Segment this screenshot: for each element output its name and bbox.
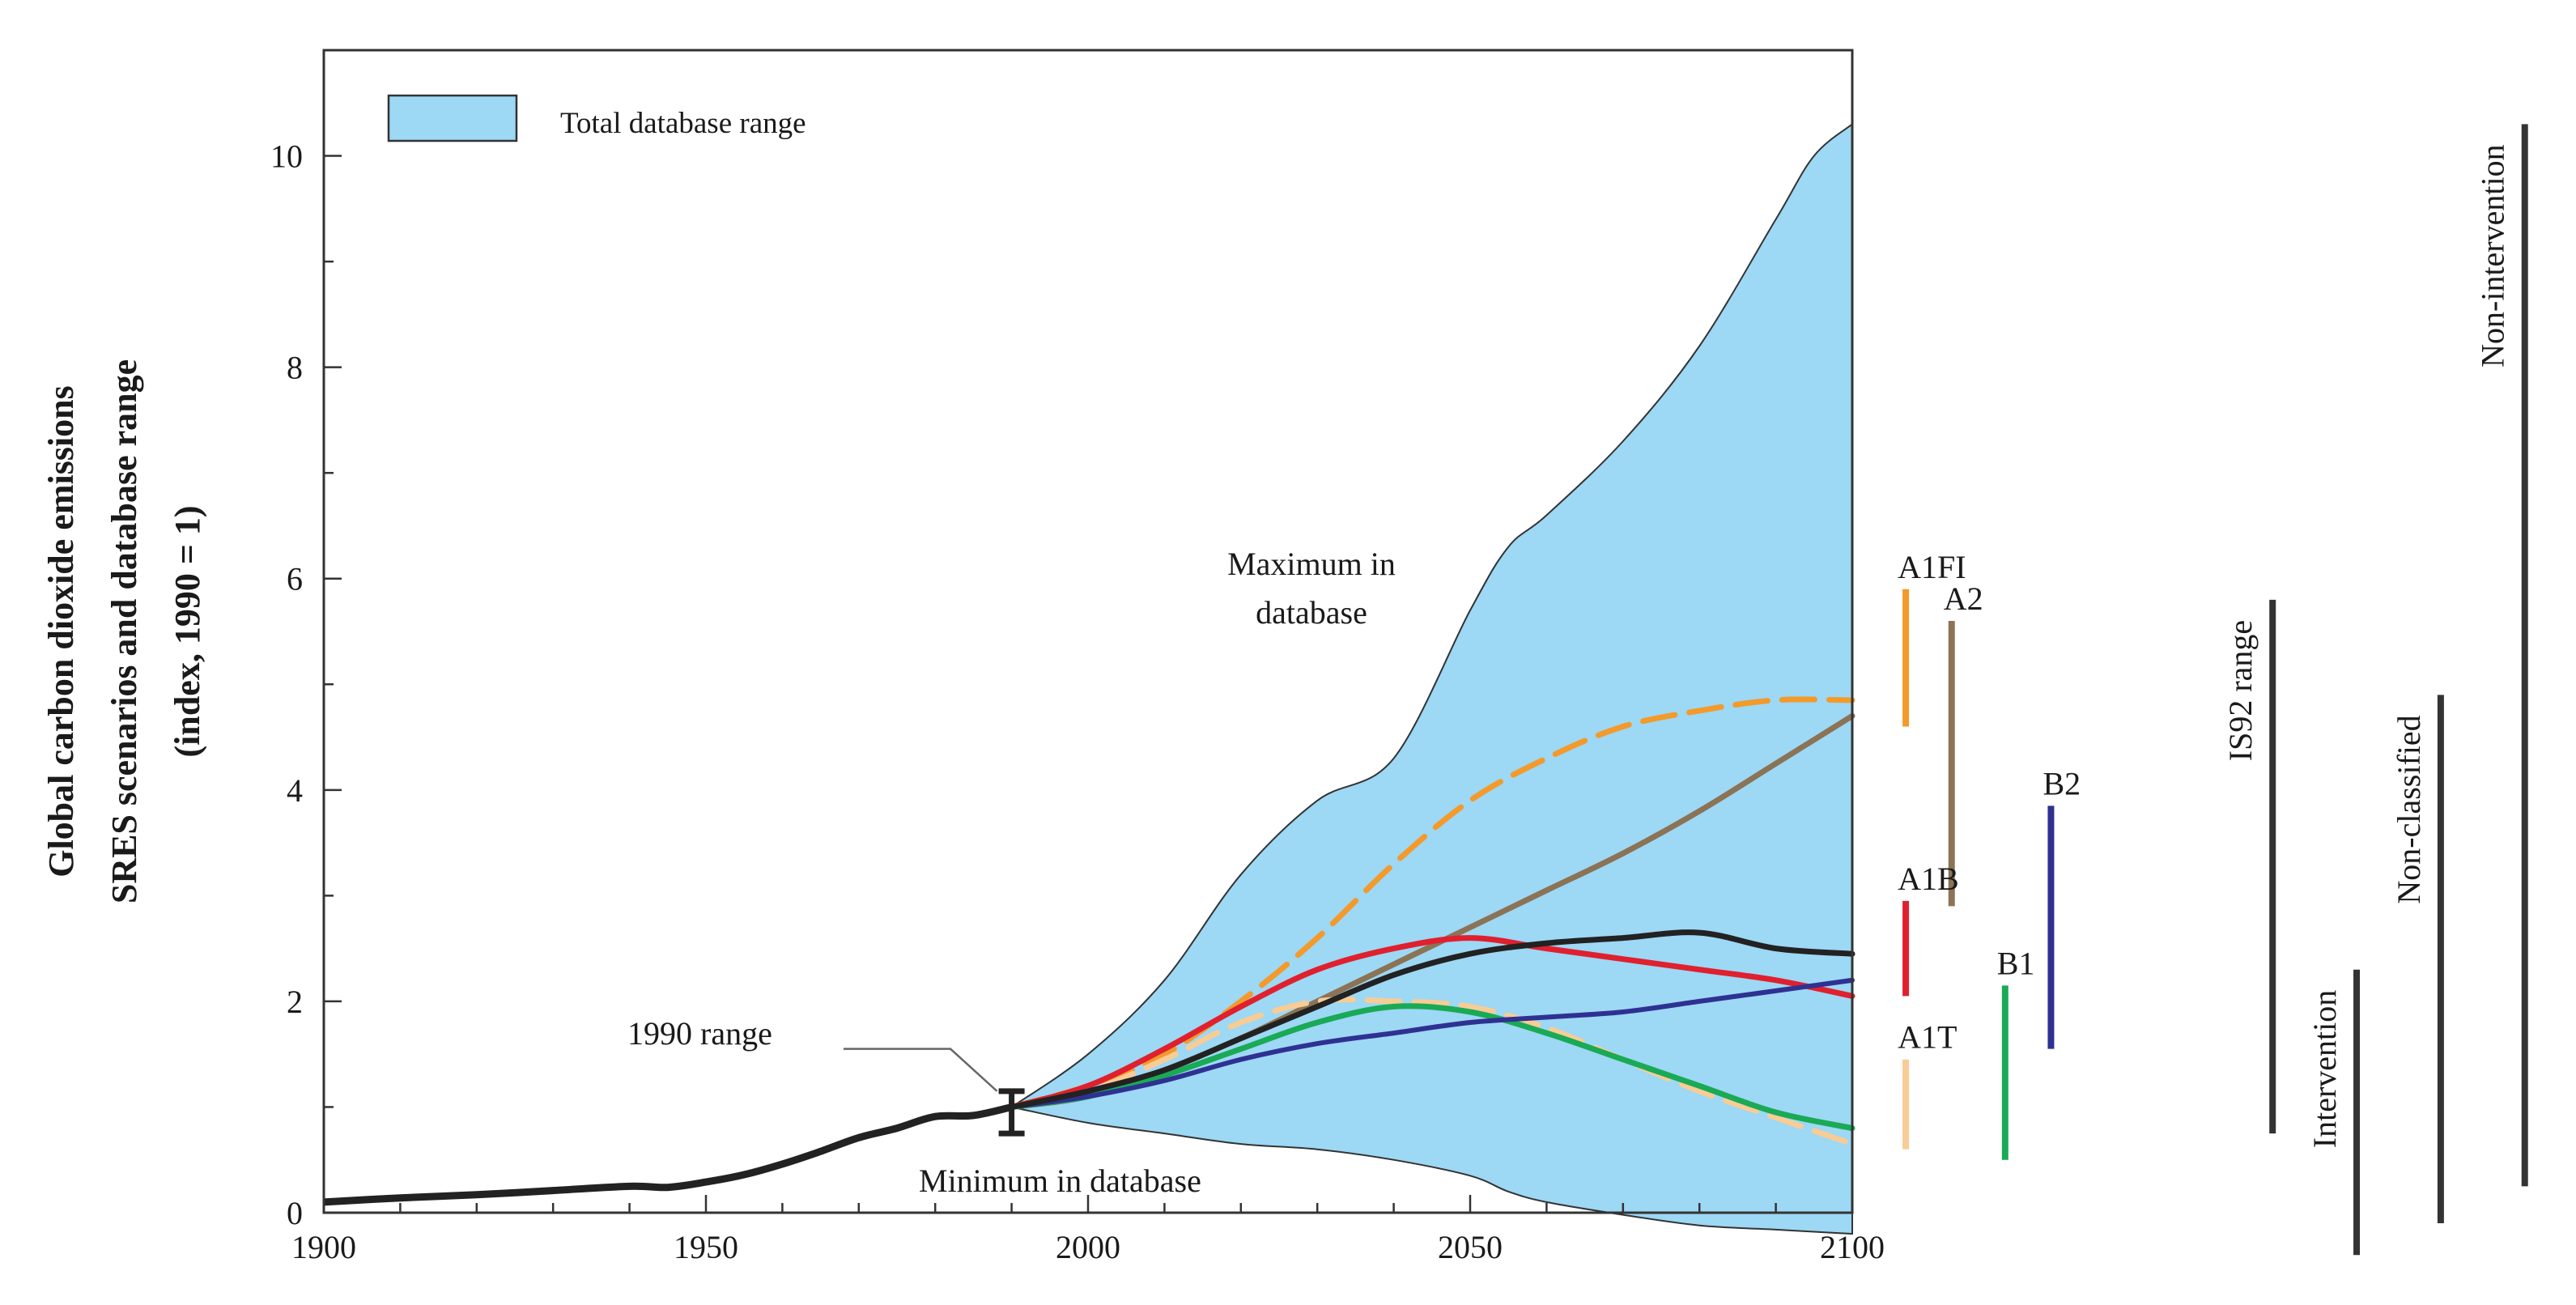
series-line-extra-6 bbox=[1009, 929, 1855, 1110]
scenario-bar-label-a2: A2 bbox=[1944, 580, 1983, 617]
database-bar-label-non-intervention: Non-intervention bbox=[2475, 144, 2511, 368]
series-line-a1t bbox=[1009, 997, 1855, 1147]
series-line-a1b bbox=[1009, 935, 1855, 1110]
scenario-bar-label-a1t: A1T bbox=[1898, 1019, 1957, 1056]
x-tick-label-1900: 1900 bbox=[291, 1229, 356, 1265]
y-tick-label-0: 0 bbox=[287, 1195, 303, 1231]
scenario-bar-label-a1b: A1B bbox=[1898, 861, 1959, 897]
range-1990-errorbar bbox=[998, 1088, 1025, 1137]
y-tick-label-2: 2 bbox=[287, 984, 303, 1020]
annotation-maximum-line-2: database bbox=[1256, 594, 1367, 631]
x-tick-label-1950: 1950 bbox=[674, 1229, 738, 1265]
annotation-minimum: Minimum in database bbox=[919, 1163, 1201, 1199]
legend-swatch bbox=[387, 94, 518, 142]
database-bar-label-is92-range: IS92 range bbox=[2222, 620, 2259, 761]
y-tick-label-8: 8 bbox=[287, 350, 303, 386]
scenario-bar-label-b2: B2 bbox=[2043, 765, 2081, 801]
y-tick-label-10: 10 bbox=[270, 138, 303, 175]
x-tick-label-2100: 2100 bbox=[1820, 1229, 1885, 1265]
annotation-range-1990: 1990 range bbox=[627, 1015, 772, 1052]
y-axis-title-line-3: (index, 1990 = 1) bbox=[168, 505, 207, 757]
x-tick-label-2000: 2000 bbox=[1056, 1229, 1120, 1265]
historical-emissions-line bbox=[323, 1103, 1013, 1206]
annotation-maximum-line-1: Maximum in bbox=[1227, 546, 1396, 582]
database-bar-label-non-classified: Non-classified bbox=[2391, 715, 2427, 903]
y-tick-label-6: 6 bbox=[287, 561, 303, 597]
scenario-bar-label-b1: B1 bbox=[1997, 945, 2035, 981]
scenario-lines bbox=[1009, 696, 1855, 1147]
range-1990-leader-line bbox=[843, 1048, 998, 1092]
series-line-b2 bbox=[1009, 977, 1855, 1110]
scenario-bar-label-a1fi: A1FI bbox=[1898, 549, 1966, 585]
legend-label: Total database range bbox=[560, 107, 806, 140]
database-bar-label-intervention: Intervention bbox=[2306, 990, 2343, 1149]
y-axis-title-line-2: SRES scenarios and database range bbox=[104, 359, 144, 903]
series-line-a1fi bbox=[1009, 696, 1855, 1110]
series-line-b1 bbox=[1009, 1003, 1855, 1132]
database-range-area bbox=[1010, 122, 1853, 1235]
x-axis: 1900 1950 2000 2050 2100 bbox=[291, 1195, 1885, 1265]
y-tick-label-4: 4 bbox=[287, 772, 303, 809]
y-axis: 0 2 4 6 8 10 bbox=[270, 49, 342, 1231]
y-axis-title-line-1: Global carbon dioxide emissions bbox=[41, 385, 81, 878]
x-tick-label-2050: 2050 bbox=[1438, 1229, 1503, 1265]
database-range-bars: IS92 range Intervention Non-classified Non-… bbox=[2222, 124, 2528, 1256]
legend: Total database range bbox=[387, 94, 806, 142]
